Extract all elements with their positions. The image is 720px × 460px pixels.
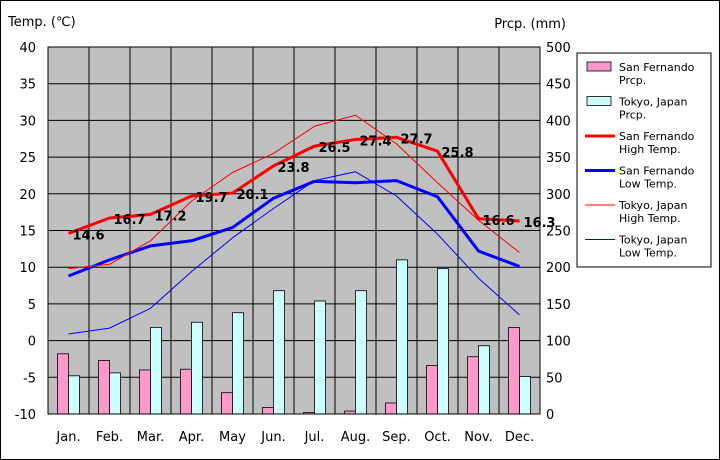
right-tick-label: 250	[546, 225, 571, 240]
data-label: 26.5	[319, 141, 351, 156]
legend-label: Tokyo, Japan	[618, 199, 687, 212]
temp-line-3	[68, 171, 520, 335]
data-label: 23.8	[278, 161, 310, 176]
precip-bar-1-7	[355, 290, 367, 415]
precip-bar-1-8	[396, 259, 408, 415]
legend-swatch	[586, 96, 612, 106]
data-label: 25.8	[442, 146, 474, 161]
x-tick-label: Jan.	[55, 430, 80, 445]
right-tick-label: 400	[546, 114, 571, 129]
left-tick-label: 40	[19, 41, 36, 56]
left-tick-label: 5	[28, 298, 36, 313]
left-axis-ticks: 40 35 30 25 20 15 10 5 0 -5 -10	[15, 41, 36, 423]
legend-label: Tokyo, Japan	[618, 96, 687, 109]
x-tick-label: May	[219, 430, 246, 445]
precipitation-bars	[57, 259, 531, 415]
right-axis-title: Prcp. (mm)	[494, 17, 566, 32]
data-label: 16.6	[483, 214, 515, 229]
right-tick-label: 0	[546, 408, 554, 423]
right-tick-label: 200	[546, 261, 571, 276]
legend-swatch	[586, 61, 612, 72]
precip-bar-1-2	[150, 326, 162, 415]
x-tick-label: Aug.	[341, 430, 371, 445]
temp-line-1	[67, 179, 521, 278]
precip-bar-1-0	[68, 375, 80, 415]
x-tick-label: Apr.	[179, 430, 204, 445]
x-tick-label: Jun.	[260, 430, 285, 445]
precip-bar-1-9	[437, 268, 449, 415]
left-tick-label: 0	[28, 335, 36, 350]
legend-label: Low Temp.	[619, 178, 677, 191]
right-tick-label: 500	[546, 41, 571, 56]
data-label: 19.7	[196, 191, 228, 206]
data-label: 27.4	[360, 134, 392, 149]
legend-label: Low Temp.	[619, 247, 677, 260]
left-tick-label: 10	[19, 261, 36, 276]
left-tick-label: -10	[15, 408, 36, 423]
plot-border	[47, 46, 541, 415]
x-axis-ticks: Jan. Feb. Mar. Apr. May Jun. Jul. Aug. Sep. Oct. N…	[55, 430, 534, 445]
precip-bar-0-10	[467, 356, 479, 415]
legend-label: High Temp.	[619, 143, 681, 156]
precip-bar-1-6	[314, 300, 326, 415]
grid-lines	[48, 47, 540, 414]
precip-bar-0-9	[426, 365, 438, 415]
left-tick-label: -5	[23, 371, 36, 386]
precip-bar-0-11	[508, 326, 520, 415]
legend-label: San Fernando	[619, 61, 695, 74]
legend-label: Tokyo, Japan	[618, 234, 687, 247]
left-tick-label: 15	[19, 225, 36, 240]
precip-bar-0-3	[180, 368, 192, 415]
left-axis-title: Temp. (℃)	[7, 15, 76, 30]
x-tick-label: Sep.	[382, 430, 411, 445]
x-tick-label: Oct.	[424, 430, 451, 445]
temp-line-2	[68, 114, 520, 270]
left-tick-label: 35	[19, 78, 36, 93]
right-tick-label: 450	[546, 78, 571, 93]
precip-bar-0-1	[98, 360, 110, 415]
left-tick-label: 25	[19, 151, 36, 166]
data-label: 16.3	[524, 216, 556, 231]
data-label: 17.2	[155, 209, 187, 224]
precip-bar-1-5	[273, 290, 285, 415]
data-label: 16.7	[114, 213, 146, 228]
x-tick-label: Dec.	[505, 430, 534, 445]
precip-bar-0-2	[139, 369, 151, 415]
x-tick-label: Nov.	[464, 430, 493, 445]
temp-line-0	[67, 135, 520, 235]
right-tick-label: 150	[546, 298, 571, 313]
data-labels: 14.6 16.7 17.2 19.7 20.1 23.8 26.5 27.4 27.7 25.8…	[73, 132, 556, 243]
x-tick-label: Feb.	[96, 430, 123, 445]
legend-label: San Fernando	[619, 165, 695, 178]
x-tick-label: Mar.	[137, 430, 164, 445]
left-tick-label: 20	[19, 188, 36, 203]
precip-bar-1-11	[519, 376, 531, 415]
data-label: 14.6	[73, 228, 105, 243]
precip-bar-1-3	[191, 321, 203, 415]
x-tick-label: Jul.	[304, 430, 325, 445]
legend-label: High Temp.	[619, 212, 681, 225]
legend-label: Prcp.	[619, 109, 646, 122]
legend-label: Prcp.	[619, 74, 646, 87]
precip-bar-1-4	[232, 312, 244, 415]
legend-label: San Fernando	[619, 130, 695, 143]
legend-box	[576, 52, 712, 268]
left-tick-label: 30	[19, 114, 36, 129]
right-tick-label: 350	[546, 151, 571, 166]
right-tick-label: 300	[546, 188, 571, 203]
data-label: 20.1	[237, 188, 269, 203]
temperature-lines	[67, 114, 521, 335]
precip-bar-0-0	[57, 353, 69, 415]
precip-bar-1-10	[478, 345, 490, 415]
precip-bar-0-4	[221, 392, 233, 415]
precip-bar-1-1	[109, 372, 121, 415]
data-label: 27.7	[401, 132, 433, 147]
precip-bar-0-5	[262, 406, 274, 415]
right-tick-label: 50	[546, 371, 563, 386]
right-tick-label: 100	[546, 335, 571, 350]
precip-bar-0-8	[385, 402, 397, 415]
